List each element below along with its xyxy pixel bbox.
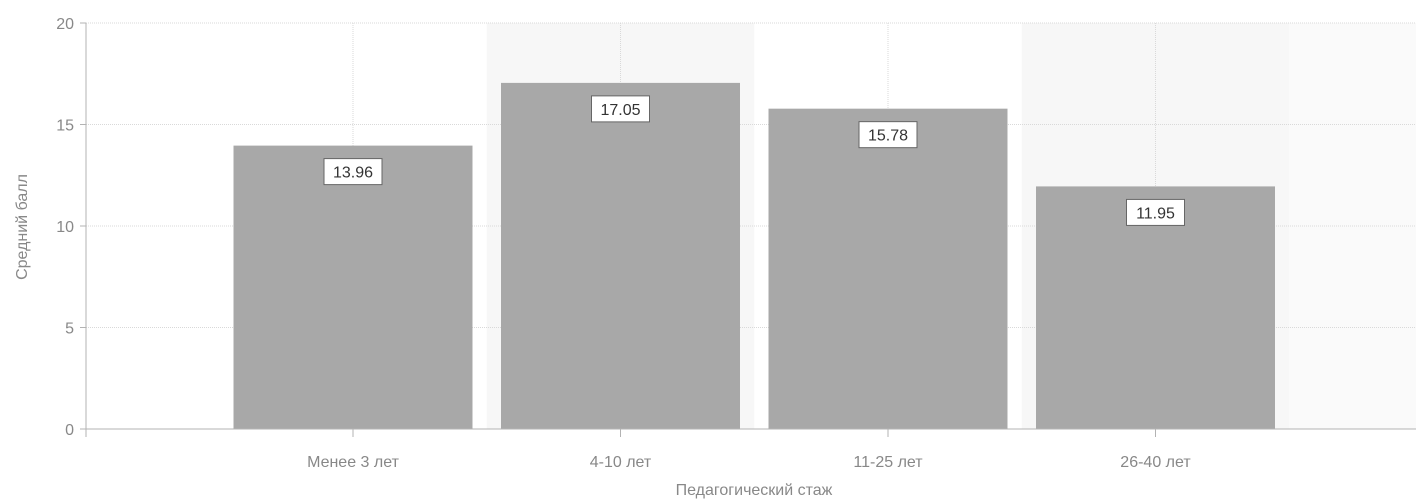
data-label-text-1: 17.05 [600,102,640,119]
y-tick-label-0: 0 [65,422,74,439]
y-tick-label-3: 15 [56,118,74,135]
data-label-3: 11.95 [1126,198,1185,226]
data-label-text-2: 15.78 [868,128,908,145]
bar-1 [501,82,740,429]
data-label-text-0: 13.96 [333,165,373,182]
x-tick-label-1: 4-10 лет [590,454,652,471]
y-tick-label-4: 20 [56,16,74,33]
data-label-1: 17.05 [591,95,650,123]
x-tick-label-0: Менее 3 лет [307,454,400,471]
data-labels: 13.96 17.05 15.78 11.95 [323,95,1185,226]
data-label-box-2 [858,121,918,149]
axes: 0 5 10 15 20 Менее 3 лет 4-10 лет 11-25 лет 26-4… [56,16,1416,471]
data-label-2: 15.78 [858,121,918,149]
x-axis-title: Педагогический стаж [676,482,833,499]
data-label-box-3 [1126,198,1185,226]
y-axis-title: Средний балл [14,174,31,280]
data-label-box-0 [323,158,383,186]
bar-0 [233,145,473,429]
data-label-box-1 [591,95,650,123]
bars [233,82,1275,429]
data-label-text-3: 11.95 [1136,205,1175,222]
x-tick-label-2: 11-25 лет [853,454,923,471]
bar-2 [768,108,1008,429]
y-tick-label-2: 10 [56,219,74,236]
y-tick-label-1: 5 [65,321,74,338]
x-tick-label-3: 26-40 лет [1120,454,1191,471]
bar-3 [1036,186,1275,429]
data-label-0: 13.96 [323,158,383,186]
